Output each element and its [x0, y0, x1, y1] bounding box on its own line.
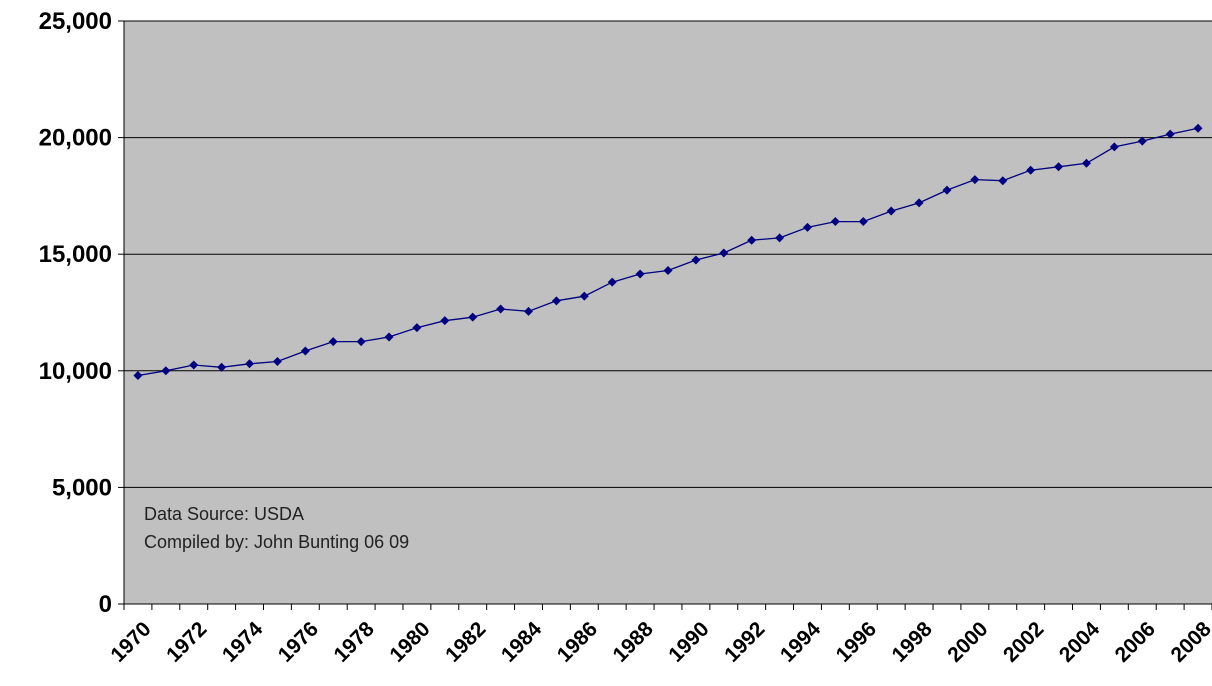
y-tick-label: 25,000: [39, 8, 112, 35]
data-point-marker: [886, 206, 896, 216]
x-tick-label: 2004: [1055, 617, 1105, 667]
x-tick-label: 1990: [664, 617, 713, 666]
annotation-data-source: Data Source: USDA: [144, 504, 304, 524]
x-tick-label: 1984: [497, 617, 547, 667]
data-point-marker: [942, 185, 952, 195]
x-tick-label: 2008: [1166, 617, 1212, 667]
data-point-marker: [496, 304, 506, 314]
y-tick-label: 20,000: [39, 125, 112, 152]
data-point-marker: [579, 291, 589, 301]
data-point-marker: [272, 356, 282, 366]
x-tick-label: 2000: [943, 617, 992, 666]
x-axis-ticks: 1970 1972 1974 1976 1978 1980 1982 1984 1986 1988…: [106, 604, 1212, 667]
data-point-marker: [300, 346, 310, 356]
data-point-marker: [858, 217, 868, 227]
annotation-compiled-by: Compiled by: John Bunting 06 09: [144, 532, 409, 552]
data-point-marker: [607, 277, 617, 287]
data-point-marker: [830, 217, 840, 227]
data-point-marker: [245, 359, 255, 369]
x-tick-label: 1972: [162, 617, 211, 666]
data-point-marker: [440, 316, 450, 326]
data-point-marker: [1165, 129, 1175, 139]
y-tick-label: 0: [99, 591, 112, 618]
x-tick-label: 1998: [888, 617, 938, 667]
x-tick-label: 1976: [274, 617, 323, 666]
data-point-marker: [663, 266, 673, 276]
data-point-marker: [802, 222, 812, 232]
data-point-marker: [189, 360, 199, 370]
data-point-marker: [217, 362, 227, 372]
y-tick-label: 15,000: [39, 241, 112, 268]
data-point-marker: [1109, 142, 1119, 152]
data-point-marker: [635, 269, 645, 279]
data-point-marker: [133, 370, 143, 380]
data-point-marker: [1081, 158, 1091, 168]
x-tick-label: 1980: [385, 617, 434, 666]
data-point-marker: [551, 296, 561, 306]
x-tick-label: 1988: [609, 617, 659, 667]
gridlines: [124, 20, 1212, 488]
data-point-marker: [524, 306, 534, 316]
data-point-marker: [970, 175, 980, 185]
series-markers: [133, 123, 1203, 380]
y-tick-label: 10,000: [39, 358, 112, 385]
data-point-marker: [356, 337, 366, 347]
x-tick-label: 2002: [999, 617, 1048, 666]
y-tick-label: 5,000: [52, 474, 112, 501]
x-tick-label: 1974: [218, 617, 268, 667]
x-tick-label: 1994: [776, 617, 826, 667]
x-tick-label: 2006: [1111, 617, 1160, 666]
data-point-marker: [719, 248, 729, 258]
data-point-marker: [384, 332, 394, 342]
x-tick-label: 1970: [106, 617, 155, 666]
data-point-marker: [161, 366, 171, 376]
data-point-marker: [1026, 165, 1036, 175]
data-point-marker: [747, 235, 757, 245]
x-tick-label: 1978: [330, 617, 380, 667]
y-axis-ticks: 0 5,000 10,000 15,000 20,000 25,000: [39, 8, 124, 618]
x-tick-label: 1996: [832, 617, 881, 666]
data-point-marker: [1137, 136, 1147, 146]
x-tick-label: 1982: [441, 617, 490, 666]
data-point-marker: [691, 255, 701, 265]
data-point-marker: [775, 233, 785, 243]
data-point-marker: [328, 337, 338, 347]
plot-area: [124, 21, 1212, 604]
data-point-marker: [412, 323, 422, 333]
data-point-marker: [468, 312, 478, 322]
data-point-marker: [1193, 123, 1203, 133]
data-point-marker: [998, 176, 1008, 186]
data-point-marker: [914, 198, 924, 208]
x-tick-label: 1986: [553, 617, 602, 666]
x-tick-label: 1992: [720, 617, 769, 666]
data-point-marker: [1054, 162, 1064, 172]
